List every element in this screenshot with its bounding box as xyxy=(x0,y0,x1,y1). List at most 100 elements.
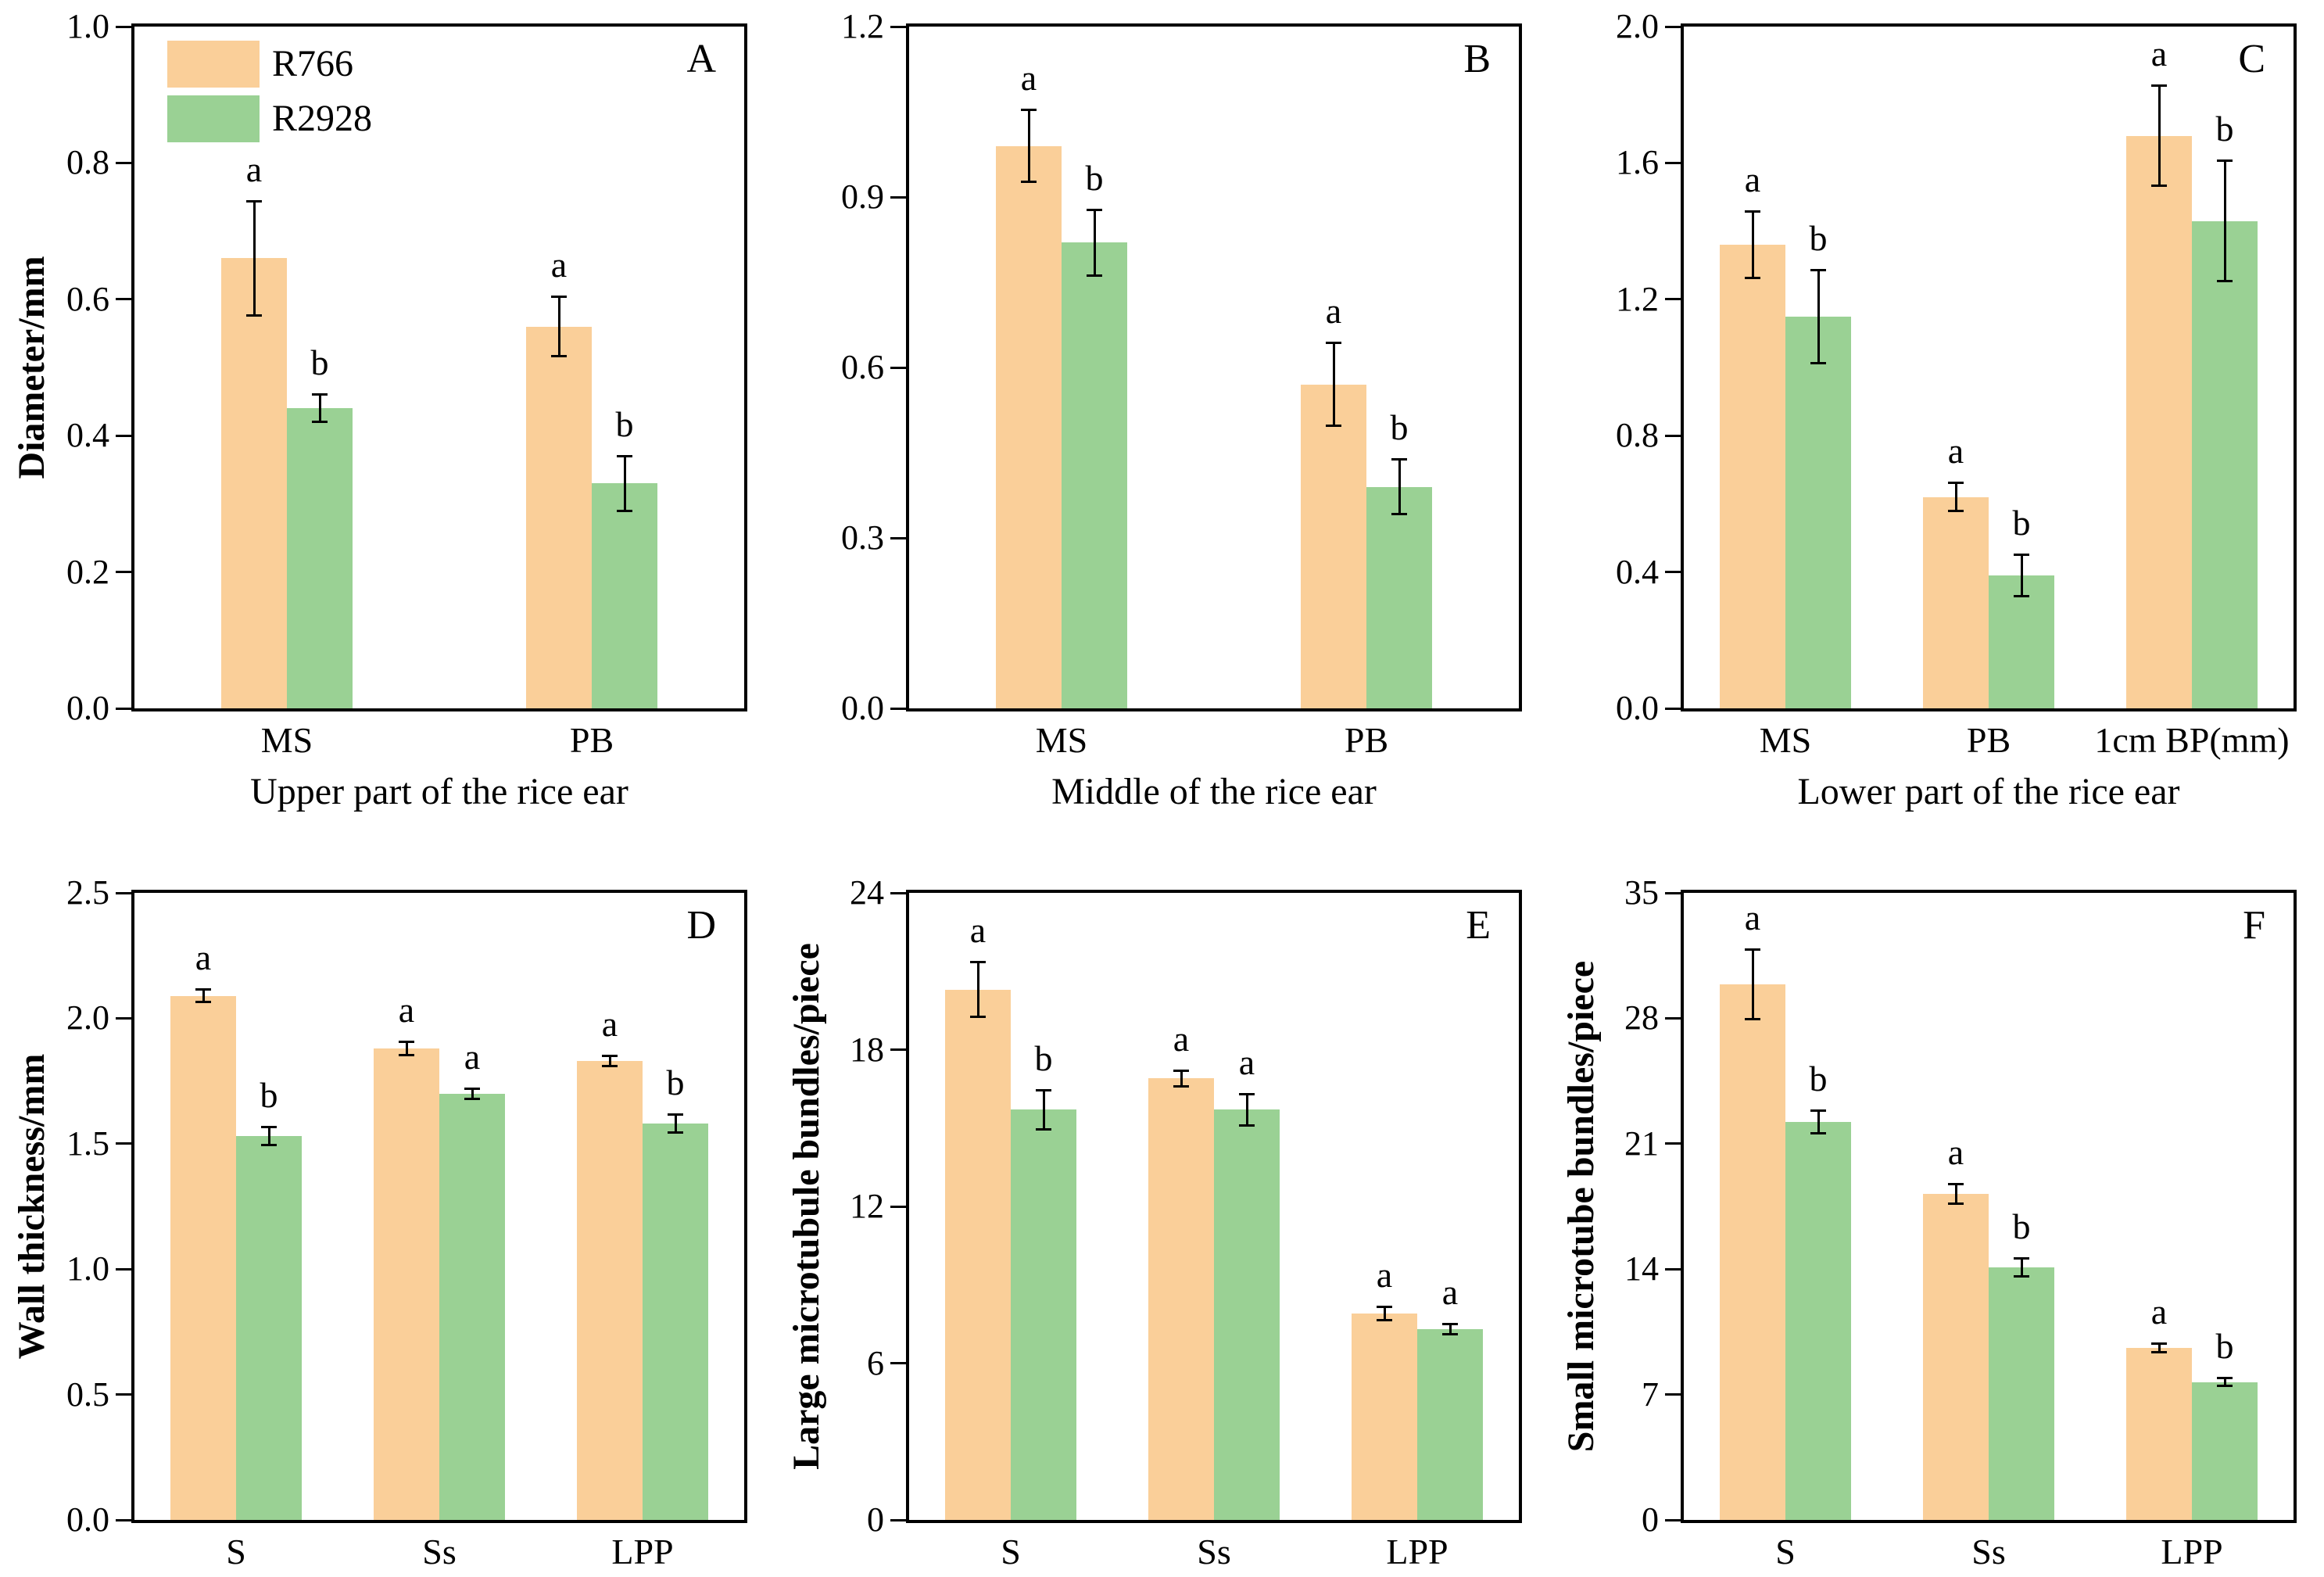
bar-R766-MS xyxy=(1720,245,1785,708)
sig-letter-R766-PB: a xyxy=(1325,291,1342,332)
panel-C: a b a b a b C 0.0 0.4 0.8 1.2 1.6 2.0 MS PB 1cm BP(mm) L… xyxy=(1549,0,2324,812)
y-tick-0.8 xyxy=(116,161,131,164)
bar-R2928-Ss xyxy=(439,1093,505,1520)
y-tick-label-2.0: 2.0 xyxy=(66,998,109,1038)
x-category-PB: PB xyxy=(1966,720,2011,760)
y-tick-0.9 xyxy=(890,195,906,199)
y-tick-label-21: 21 xyxy=(1624,1124,1659,1163)
plot-inner-A: a b a b A R766 R2928 xyxy=(134,27,744,708)
error-cap-bottom xyxy=(1036,1128,1051,1131)
error-cap-bottom xyxy=(195,1001,211,1004)
y-tick-label-0.0: 0.0 xyxy=(841,689,884,727)
y-tick-label-0.2: 0.2 xyxy=(66,552,109,591)
plot-inner-F: a b a b a b F xyxy=(1684,893,2294,1520)
y-tick-label-12: 12 xyxy=(850,1187,884,1225)
error-bar-R2928-LPP xyxy=(2217,1376,2233,1388)
y-tick-21 xyxy=(1665,1142,1681,1145)
y-tick-label-0.6: 0.6 xyxy=(841,348,884,386)
y-tick-label-0: 0 xyxy=(1642,1500,1659,1539)
y-tick-label-1.0: 1.0 xyxy=(66,7,109,45)
bar-R766-Ss xyxy=(1148,1078,1214,1520)
error-line xyxy=(471,1087,474,1100)
bar-R766-PB xyxy=(1301,384,1366,708)
error-cap-bottom xyxy=(1442,1333,1458,1336)
error-line xyxy=(318,393,321,424)
error-line xyxy=(1180,1069,1183,1088)
error-bar-R2928-LPP xyxy=(1442,1322,1458,1336)
y-tick-12 xyxy=(890,1205,906,1208)
legend-swatch-R766 xyxy=(167,41,260,88)
error-cap-bottom xyxy=(2151,1350,2167,1353)
error-line xyxy=(252,200,256,317)
y-tick-label-1.2: 1.2 xyxy=(841,7,884,45)
y-tick-35 xyxy=(1665,891,1681,894)
y-tick-label-35: 35 xyxy=(1624,873,1659,912)
error-line xyxy=(1448,1322,1452,1336)
error-line xyxy=(202,987,205,1004)
legend-label-R2928: R2928 xyxy=(272,98,373,139)
error-cap-bottom xyxy=(1948,510,1964,513)
error-cap-bottom xyxy=(2217,1385,2233,1388)
error-line xyxy=(1027,109,1030,183)
sig-letter-R2928-LPP: b xyxy=(2215,1325,2234,1366)
x-axis-title-B: Middle of the rice ear xyxy=(1051,771,1377,812)
legend-label-R766: R766 xyxy=(272,43,354,84)
error-cap-bottom xyxy=(602,1064,618,1067)
x-axis-title-A: Upper part of the rice ear xyxy=(250,771,628,812)
error-bar-R2928-PB xyxy=(617,454,632,512)
sig-letter-R2928-Ss: a xyxy=(1238,1041,1255,1082)
y-tick-2.0 xyxy=(1665,25,1681,28)
y-tick-14 xyxy=(1665,1267,1681,1271)
error-cap-bottom xyxy=(1021,180,1037,183)
error-cap-bottom xyxy=(551,354,567,357)
error-line xyxy=(1332,342,1335,428)
sig-letter-R2928-MS: b xyxy=(1809,217,1828,258)
y-tick-label-0.0: 0.0 xyxy=(66,689,109,727)
y-tick-28 xyxy=(1665,1016,1681,1020)
error-cap-bottom xyxy=(970,1016,986,1019)
error-cap-bottom xyxy=(1745,276,1760,279)
error-cap-bottom xyxy=(1391,512,1407,515)
y-tick-label-1.5: 1.5 xyxy=(66,1124,109,1163)
sig-letter-R2928-PB: b xyxy=(615,403,634,444)
y-tick-label-28: 28 xyxy=(1624,998,1659,1038)
bar-R2928-MS xyxy=(1785,316,1851,708)
error-bar-R766-Ss xyxy=(399,1041,414,1056)
error-bar-R766-S xyxy=(970,960,986,1019)
error-bar-R766-PB xyxy=(1948,482,1964,513)
plot-area-F: a b a b a b F xyxy=(1681,890,2297,1523)
y-tick-0.6 xyxy=(116,298,131,301)
y-tick-0.3 xyxy=(890,536,906,539)
y-tick-label-0.9: 0.9 xyxy=(841,177,884,216)
sig-letter-R766-1cm BP(mm): a xyxy=(2150,34,2168,74)
bar-R766-S xyxy=(1720,984,1785,1520)
bar-R2928-PB xyxy=(1989,575,2054,708)
plot-inner-D: a b a a a b D xyxy=(134,893,744,1520)
error-bar-R766-LPP xyxy=(1377,1305,1392,1322)
y-tick-0 xyxy=(890,1518,906,1521)
error-line xyxy=(1245,1092,1248,1127)
error-line xyxy=(1751,210,1754,279)
bar-R766-PB xyxy=(1923,496,1989,708)
error-line xyxy=(1042,1088,1045,1131)
error-bar-R766-Ss xyxy=(1948,1183,1964,1205)
error-line xyxy=(976,960,979,1019)
x-category-S: S xyxy=(1775,1532,1796,1572)
error-cap-bottom xyxy=(1745,1017,1760,1020)
error-bar-R766-PB xyxy=(1326,342,1341,428)
y-tick-6 xyxy=(890,1362,906,1364)
bar-R766-PB xyxy=(526,326,592,708)
bar-R766-LPP xyxy=(1352,1314,1417,1520)
error-bar-R2928-MS xyxy=(1087,208,1102,277)
y-tick-0.0 xyxy=(890,707,906,710)
error-cap-bottom xyxy=(1810,1132,1826,1135)
sig-letter-R766-MS: a xyxy=(1744,159,1761,200)
legend-item-R766: R766 xyxy=(167,41,372,88)
bar-R766-LPP xyxy=(2126,1348,2192,1520)
y-tick-0.0 xyxy=(116,1518,131,1521)
y-tick-label-6: 6 xyxy=(867,1343,884,1382)
error-cap-bottom xyxy=(1810,361,1826,364)
bar-R766-MS xyxy=(221,258,287,708)
x-category-S: S xyxy=(226,1532,246,1572)
